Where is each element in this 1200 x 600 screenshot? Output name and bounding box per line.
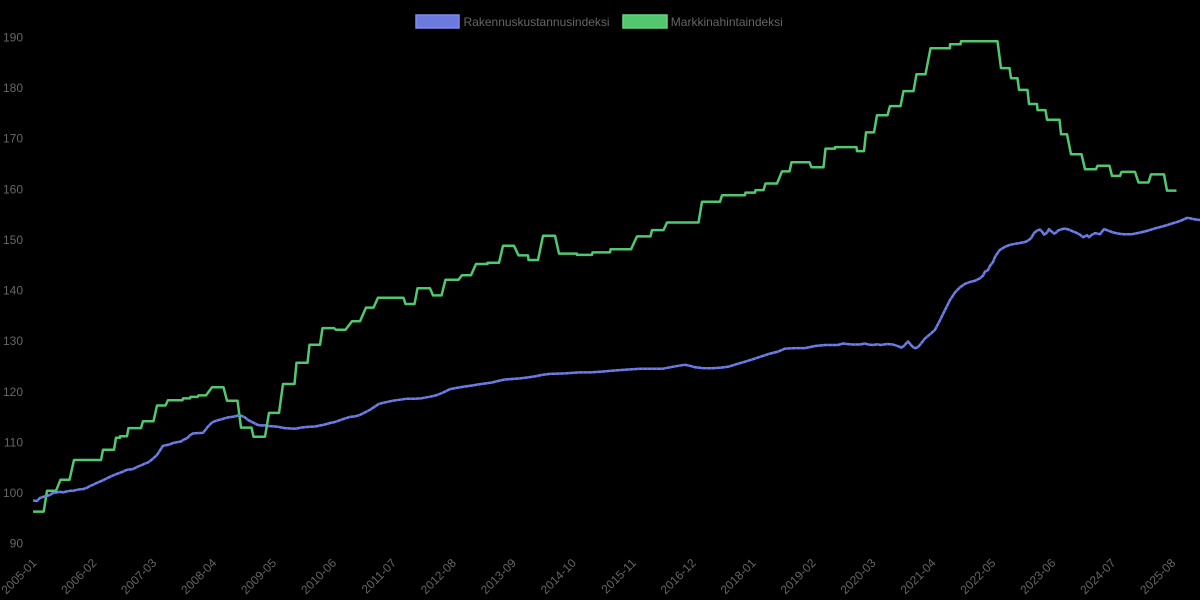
svg-text:150: 150: [3, 233, 23, 247]
svg-text:Markkinahintaindeksi: Markkinahintaindeksi: [671, 15, 783, 29]
svg-text:110: 110: [4, 435, 23, 449]
svg-text:170: 170: [3, 132, 23, 146]
svg-text:160: 160: [3, 182, 23, 196]
svg-text:90: 90: [10, 537, 24, 551]
svg-text:190: 190: [3, 30, 23, 44]
svg-text:120: 120: [3, 385, 23, 399]
svg-text:100: 100: [3, 486, 23, 500]
svg-text:180: 180: [3, 81, 23, 95]
svg-text:130: 130: [3, 334, 23, 348]
svg-text:140: 140: [3, 284, 23, 298]
svg-text:Rakennuskustannusindeksi: Rakennuskustannusindeksi: [464, 15, 610, 29]
